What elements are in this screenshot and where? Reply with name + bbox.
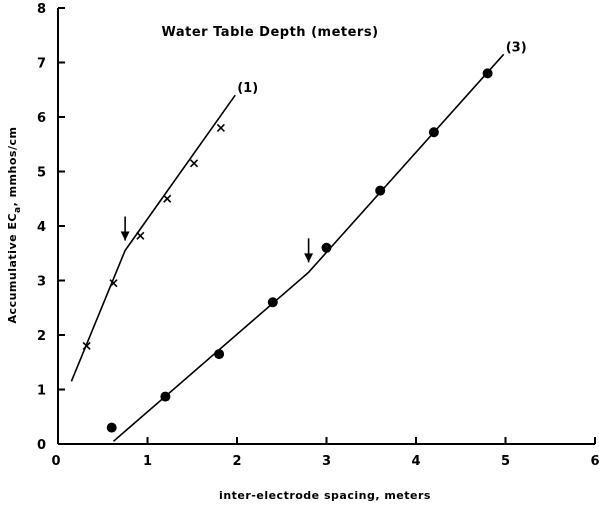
y-axis-label-unit: , mmhos/cm — [6, 127, 19, 207]
x-tick-label: 6 — [590, 454, 599, 469]
series-1-point — [136, 231, 145, 240]
series-2-point — [160, 391, 171, 402]
y-axis-label-subscript: a — [13, 206, 23, 213]
chart-title: Water Table Depth (meters) — [161, 25, 378, 40]
y-tick-label: 4 — [37, 220, 46, 235]
series-2-fit-line — [112, 53, 505, 442]
series-1-fit-line — [70, 94, 236, 382]
x-tick-label: 5 — [501, 454, 510, 469]
x-tick-label: 0 — [51, 454, 60, 469]
plot-area: 0 1 2 3 4 5 6 0 1 2 3 4 5 6 7 8 (1) (3) — [37, 2, 599, 469]
y-axis-label-main: Accumulative EC — [6, 213, 19, 323]
series-2-point — [106, 422, 117, 433]
series-1-point — [216, 123, 225, 132]
series-1-point — [189, 159, 199, 168]
y-tick-label: 5 — [37, 166, 46, 181]
x-tick-label: 4 — [411, 454, 420, 469]
series-2-point — [428, 127, 439, 138]
series-2-label: (3) — [506, 40, 527, 55]
series-2-point — [375, 185, 386, 196]
series-1-break-arrow-head — [120, 231, 130, 241]
y-tick-label: 3 — [37, 275, 46, 290]
x-axis-label: inter-electrode spacing, meters — [219, 489, 431, 502]
y-axis-label: Accumulative ECa, mmhos/cm — [6, 127, 23, 324]
series-1-point — [82, 341, 91, 350]
series-2-point — [321, 242, 332, 253]
y-tick-label: 8 — [37, 2, 46, 17]
y-tick-label: 7 — [37, 57, 46, 72]
y-tick-label: 2 — [37, 329, 46, 344]
y-tick-label: 6 — [37, 111, 46, 126]
series-1-label: (1) — [237, 81, 258, 96]
x-tick-label: 1 — [143, 454, 152, 469]
y-tick-label: 0 — [37, 438, 46, 453]
series-1-point — [109, 279, 118, 288]
series-1-point — [163, 194, 172, 203]
y-tick-label: 1 — [37, 384, 46, 399]
x-tick-label: 2 — [232, 454, 241, 469]
series-2-point — [267, 297, 278, 308]
series-2-point — [214, 349, 225, 360]
series-2-point — [482, 68, 493, 79]
x-tick-label: 3 — [322, 454, 331, 469]
series-2-break-arrow-head — [304, 253, 314, 263]
